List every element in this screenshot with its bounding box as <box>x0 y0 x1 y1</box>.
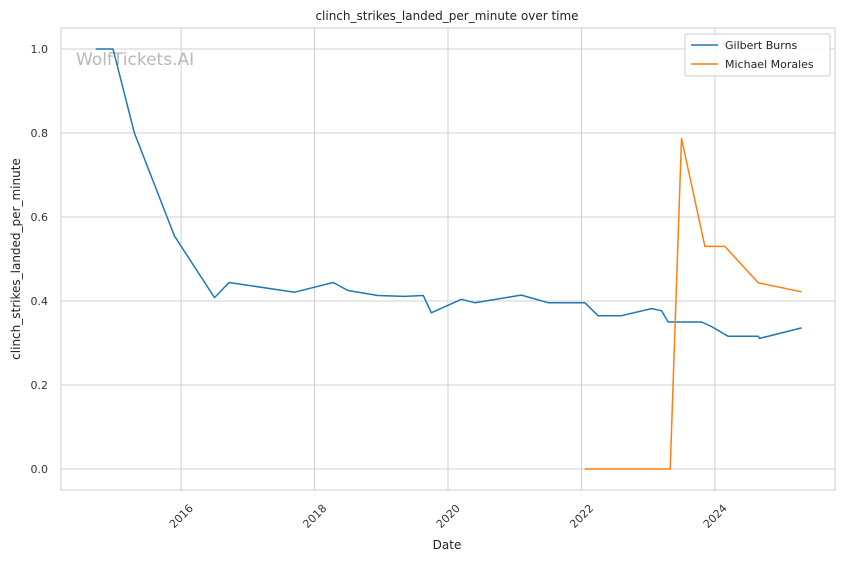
plot-frame <box>60 27 836 491</box>
grid-lines <box>61 28 835 490</box>
y-tick-label: 0.2 <box>31 379 49 392</box>
series-line-michael-morales <box>584 137 802 470</box>
legend-label-gilbert-burns: Gilbert Burns <box>725 39 798 52</box>
y-tick-label: 0.6 <box>31 211 49 224</box>
series-lines <box>95 48 802 470</box>
x-axis-title: Date <box>433 538 462 552</box>
y-axis-title: clinch_strikes_landed_per_minute <box>9 158 23 360</box>
x-tick-label: 2024 <box>701 502 730 531</box>
x-tick-label: 2020 <box>434 502 463 531</box>
tick-labels: 2016 2018 2020 2022 2024 0.0 0.2 0.4 0.6 0.8 1.0 <box>31 43 730 531</box>
y-tick-label: 0.4 <box>31 295 49 308</box>
legend-label-michael-morales: Michael Morales <box>725 58 814 71</box>
y-tick-label: 0.0 <box>31 463 49 476</box>
x-tick-label: 2018 <box>300 502 329 531</box>
x-tick-label: 2022 <box>567 502 596 531</box>
x-tick-label: 2016 <box>167 502 196 531</box>
y-tick-label: 1.0 <box>31 43 49 56</box>
y-tick-label: 0.8 <box>31 127 49 140</box>
legend: Gilbert Burns Michael Morales <box>684 33 831 77</box>
chart-title: clinch_strikes_landed_per_minute over ti… <box>315 9 578 23</box>
series-line-gilbert-burns <box>95 48 802 340</box>
watermark: WolfTickets.AI <box>76 50 194 70</box>
legend-box <box>684 33 831 77</box>
